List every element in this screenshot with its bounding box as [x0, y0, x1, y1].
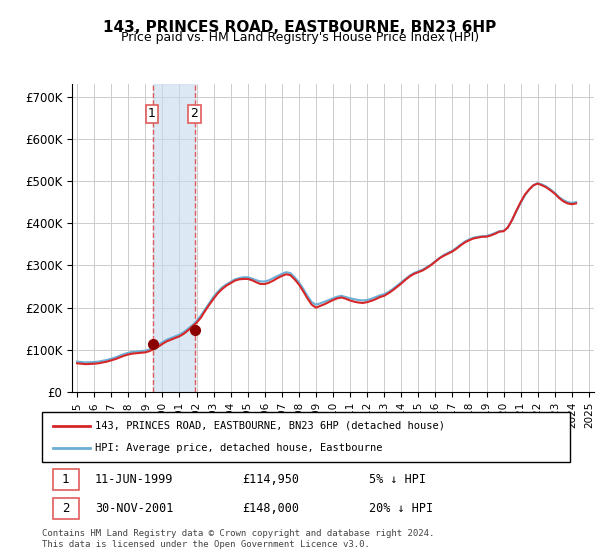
FancyBboxPatch shape [42, 412, 570, 462]
FancyBboxPatch shape [53, 498, 79, 520]
Text: HPI: Average price, detached house, Eastbourne: HPI: Average price, detached house, East… [95, 443, 382, 453]
Text: 2: 2 [62, 502, 70, 515]
Text: 2: 2 [190, 107, 198, 120]
Text: 5% ↓ HPI: 5% ↓ HPI [370, 473, 427, 486]
Text: 1: 1 [148, 107, 156, 120]
Text: 1: 1 [62, 473, 70, 486]
Bar [153, 84, 195, 392]
Text: Contains HM Land Registry data © Crown copyright and database right 2024.
This d: Contains HM Land Registry data © Crown c… [42, 529, 434, 549]
Text: 30-NOV-2001: 30-NOV-2001 [95, 502, 173, 515]
Text: £148,000: £148,000 [242, 502, 299, 515]
Text: Price paid vs. HM Land Registry's House Price Index (HPI): Price paid vs. HM Land Registry's House … [121, 31, 479, 44]
Text: 11-JUN-1999: 11-JUN-1999 [95, 473, 173, 486]
Text: £114,950: £114,950 [242, 473, 299, 486]
Text: 20% ↓ HPI: 20% ↓ HPI [370, 502, 433, 515]
FancyBboxPatch shape [53, 469, 79, 490]
Text: 143, PRINCES ROAD, EASTBOURNE, BN23 6HP (detached house): 143, PRINCES ROAD, EASTBOURNE, BN23 6HP … [95, 421, 445, 431]
Text: 143, PRINCES ROAD, EASTBOURNE, BN23 6HP: 143, PRINCES ROAD, EASTBOURNE, BN23 6HP [103, 20, 497, 35]
